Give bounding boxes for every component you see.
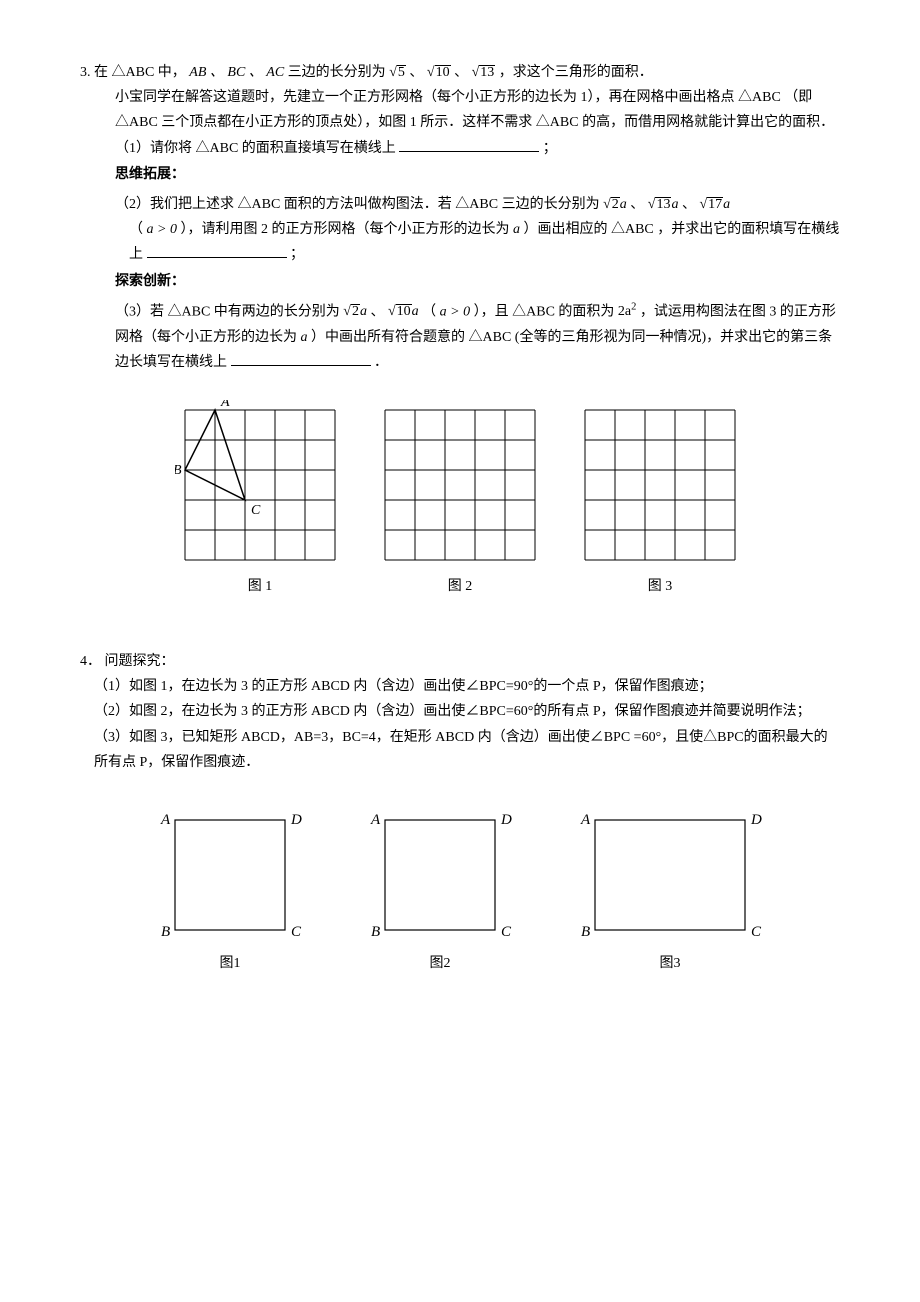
svg-text:D: D xyxy=(750,812,762,828)
svg-text:B: B xyxy=(175,463,182,478)
p4-q2: （2）如图 2，在边长为 3 的正方形 ABCD 内（含边）画出使∠BPC=60… xyxy=(80,699,840,724)
answer-blank-2[interactable] xyxy=(147,243,287,258)
sqrt-10: √10 xyxy=(427,65,451,80)
square-svg-2: A D B C xyxy=(365,805,515,945)
caption-sq-1: 图1 xyxy=(155,951,305,976)
sqrt-5: √5 xyxy=(389,65,406,80)
p3-inv-title: 探索创新： xyxy=(80,268,840,293)
p3-figures: A B C 图 1 图 2 图 3 xyxy=(80,400,840,599)
caption-grid-2: 图 2 xyxy=(375,574,545,599)
svg-text:A: A xyxy=(220,400,230,410)
square-svg-1: A D B C xyxy=(155,805,305,945)
sqrt-2a: √2a xyxy=(603,197,627,212)
grid-svg-3 xyxy=(575,400,745,570)
p3-number: 3. xyxy=(80,65,91,80)
grid-svg-2 xyxy=(375,400,545,570)
svg-text:B: B xyxy=(161,924,170,940)
sqrt-13: √13 xyxy=(472,65,496,80)
sqrt-17a: √17a xyxy=(699,197,730,212)
grid-figure-1: A B C 图 1 xyxy=(175,400,345,599)
p4-title: 问题探究： xyxy=(105,654,175,669)
svg-text:A: A xyxy=(370,812,381,828)
grid-figure-2: 图 2 xyxy=(375,400,545,599)
problem-4: 4． 问题探究： （1）如图 1，在边长为 3 的正方形 ABCD 内（含边）画… xyxy=(80,649,840,976)
answer-blank-3[interactable] xyxy=(231,351,371,366)
p3-stem: 3. 在 △ABC 中， AB 、 BC 、 AC 三边的长分别为 √5 、 √… xyxy=(80,60,840,85)
p3-q2: （2）我们把上述求 △ABC 面积的方法叫做构图法．若 △ABC 三边的长分别为… xyxy=(80,192,840,217)
square-figure-3: A D B C 图3 xyxy=(575,805,765,976)
svg-text:D: D xyxy=(500,812,512,828)
svg-text:A: A xyxy=(580,812,591,828)
sqrt-13a: √13a xyxy=(648,197,679,212)
grid-figure-3: 图 3 xyxy=(575,400,745,599)
p3-q1: （1）请你将 △ABC 的面积直接填写在横线上 ； xyxy=(80,136,840,161)
p4-number: 4． xyxy=(80,654,101,669)
svg-text:B: B xyxy=(371,924,380,940)
p4-figures: A D B C 图1 A D B C 图2 A D B C 图3 xyxy=(80,805,840,976)
p3-ext-title: 思维拓展： xyxy=(80,161,840,186)
svg-text:D: D xyxy=(290,812,302,828)
p3-q2-cont: （ a > 0 ），请利用图 2 的正方形网格（每个小正方形的边长为 a ）画出… xyxy=(80,217,840,267)
square-figure-2: A D B C 图2 xyxy=(365,805,515,976)
svg-text:C: C xyxy=(501,924,512,940)
svg-text:C: C xyxy=(251,503,261,518)
p4-head: 4． 问题探究： xyxy=(80,649,840,674)
svg-text:B: B xyxy=(581,924,590,940)
svg-text:C: C xyxy=(291,924,302,940)
grid-svg-1: A B C xyxy=(175,400,345,570)
p4-q3: （3）如图 3，已知矩形 ABCD，AB=3，BC=4，在矩形 ABCD 内（含… xyxy=(80,725,840,775)
svg-text:C: C xyxy=(751,924,762,940)
p4-q1: （1）如图 1，在边长为 3 的正方形 ABCD 内（含边）画出使∠BPC=90… xyxy=(80,674,840,699)
caption-grid-3: 图 3 xyxy=(575,574,745,599)
square-figure-1: A D B C 图1 xyxy=(155,805,305,976)
svg-text:A: A xyxy=(160,812,171,828)
answer-blank-1[interactable] xyxy=(399,137,539,152)
caption-sq-2: 图2 xyxy=(365,951,515,976)
problem-3: 3. 在 △ABC 中， AB 、 BC 、 AC 三边的长分别为 √5 、 √… xyxy=(80,60,840,599)
square-svg-3: A D B C xyxy=(575,805,765,945)
p3-para1: 小宝同学在解答这道题时，先建立一个正方形网格（每个小正方形的边长为 1），再在网… xyxy=(80,85,840,135)
p3-q3: （3）若 △ABC 中有两边的长分别为 √2a 、 √10a （ a > 0 ）… xyxy=(80,299,840,375)
caption-grid-1: 图 1 xyxy=(175,574,345,599)
caption-sq-3: 图3 xyxy=(575,951,765,976)
